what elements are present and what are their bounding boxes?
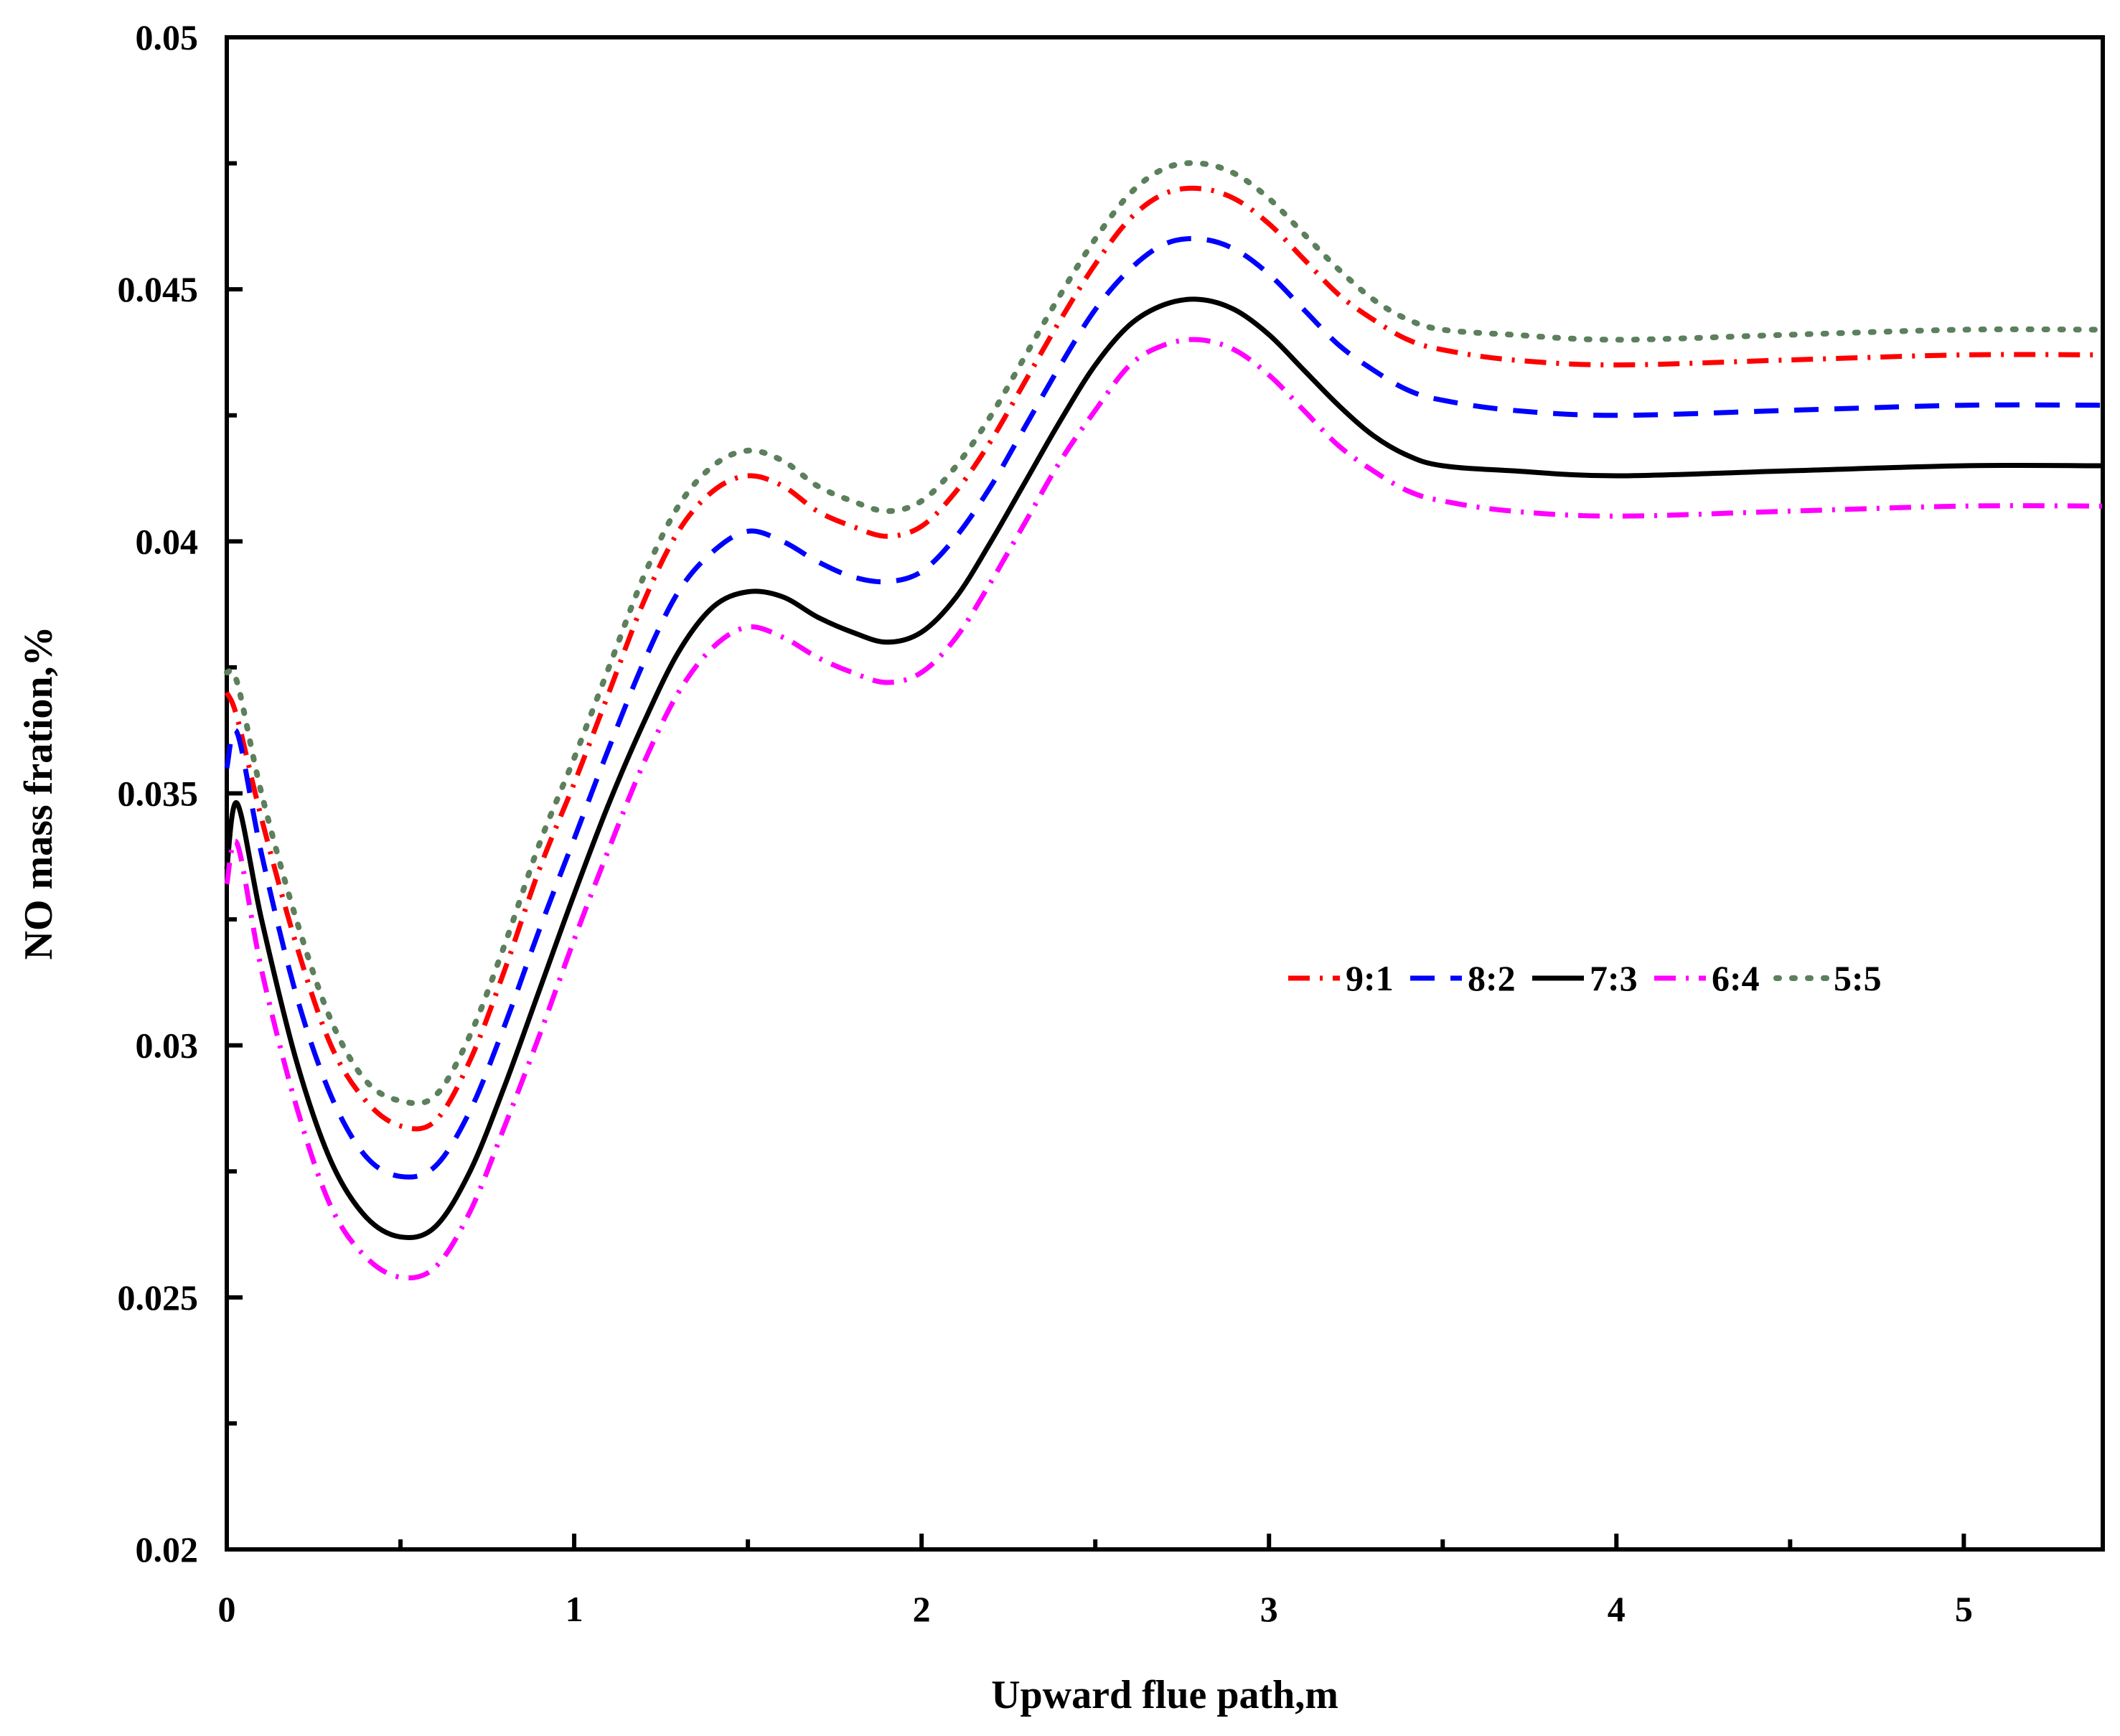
series-line-5-5	[224, 160, 2106, 1107]
y-tick-label: 0.05	[136, 17, 199, 57]
x-tick-label: 0	[218, 1589, 236, 1629]
x-tick-label: 5	[1955, 1589, 1973, 1629]
legend-label-8-2: 8:2	[1468, 958, 1516, 998]
x-tick-label: 3	[1260, 1589, 1278, 1629]
legend-label-5-5: 5:5	[1834, 958, 1882, 998]
y-axis-title: NO mass fration,%	[17, 626, 61, 960]
series-line-8-2	[224, 236, 2103, 1180]
y-tick-label: 0.03	[136, 1026, 199, 1066]
legend-label-6-4: 6:4	[1712, 958, 1760, 998]
series-layer	[224, 160, 2106, 1281]
legend: 9:1 8:2 7:3 6:4 5:5	[1288, 958, 1882, 998]
legend-label-7-3: 7:3	[1590, 958, 1638, 998]
x-tick-label: 1	[566, 1589, 583, 1629]
y-tick-label: 0.045	[118, 269, 199, 309]
y-tick-label: 0.035	[118, 774, 199, 814]
series-line-6-4	[224, 337, 2103, 1281]
x-axis: 0 1 2 3 4 5	[218, 1534, 1973, 1629]
y-axis: 0.02 0.025 0.03 0.035 0.04 0.045 0.05	[118, 17, 243, 1570]
plot-frame	[225, 35, 2105, 1552]
y-tick-label: 0.02	[136, 1529, 199, 1570]
x-axis-title: Upward flue path,m	[991, 1673, 1338, 1717]
series-line-9-1	[224, 185, 2103, 1132]
x-tick-label: 2	[913, 1589, 931, 1629]
y-tick-label: 0.025	[118, 1277, 199, 1318]
legend-label-9-1: 9:1	[1346, 958, 1394, 998]
y-tick-label: 0.04	[136, 521, 199, 561]
series-line-7-3	[224, 296, 2103, 1241]
x-tick-label: 4	[1608, 1589, 1626, 1629]
